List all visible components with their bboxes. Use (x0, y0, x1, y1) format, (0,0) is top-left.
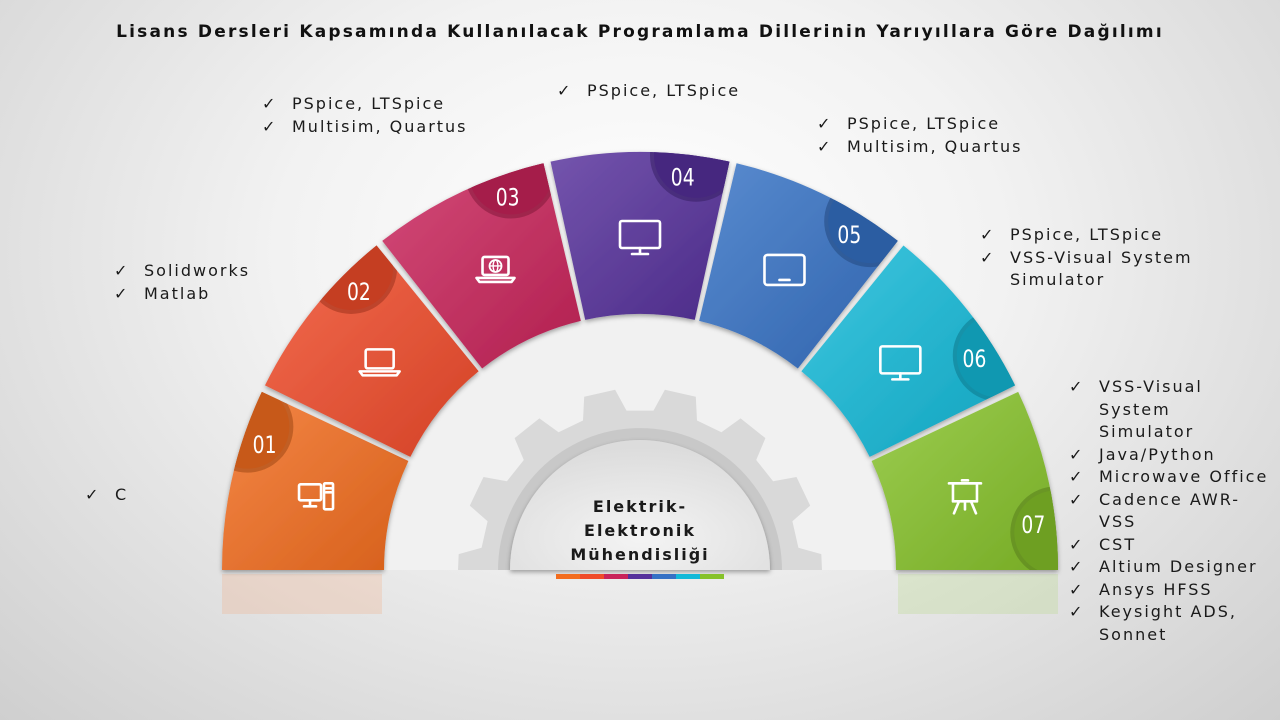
segment-badge-03 (464, 163, 557, 219)
tablet-icon (763, 253, 806, 287)
center-label-line: Mühendisliği (570, 545, 710, 564)
segment-number: 01 (253, 432, 277, 460)
underline-bar-part (700, 574, 724, 579)
underline-bar-part (676, 574, 700, 579)
list-item: Cadence AWR-VSS (1069, 489, 1269, 534)
list-semester-7: VSS-Visual System Simulator Java/Python … (1069, 376, 1269, 646)
segment-number: 03 (496, 185, 520, 213)
segment-number: 06 (963, 346, 987, 374)
underline-bar-part (652, 574, 676, 579)
segment-badge-06 (952, 309, 1016, 402)
list-item: PSpice, LTSpice (262, 93, 522, 116)
center-label-line: Elektronik (584, 521, 696, 540)
monitor-icon (879, 345, 922, 381)
list-item: Altium Designer (1069, 556, 1269, 579)
underline-bar-part (604, 574, 628, 579)
list-item: Multisim, Quartus (817, 136, 1077, 159)
list-semester-2: Solidworks Matlab (114, 260, 314, 305)
segment-badge-01 (222, 391, 294, 473)
underline-bar-part (580, 574, 604, 579)
segment-number: 04 (671, 164, 695, 192)
reflection-left (222, 574, 382, 614)
list-item: Ansys HFSS (1069, 579, 1269, 602)
list-item: VSS-Visual System Simulator (980, 247, 1230, 292)
segment-number: 02 (347, 279, 371, 307)
desktop-computer-icon (297, 482, 335, 511)
list-item: Java/Python (1069, 444, 1269, 467)
laptop-globe-icon (475, 255, 516, 284)
segment-02 (264, 245, 479, 457)
laptop-icon (358, 348, 401, 377)
center-label-line: Elektrik- (592, 497, 688, 516)
list-semester-1: C (85, 484, 205, 507)
list-item: Multisim, Quartus (262, 116, 522, 139)
center-label: Elektrik- Elektronik Mühendisliği (530, 495, 750, 567)
underline-bar-part (556, 574, 580, 579)
list-semester-4: PSpice, LTSpice (557, 80, 787, 103)
list-item: Keysight ADS, Sonnet (1069, 601, 1269, 646)
list-item: Solidworks (114, 260, 314, 283)
hub (510, 440, 770, 570)
underline-bar-part (628, 574, 652, 579)
list-item: Microwave Office (1069, 466, 1269, 489)
list-item: CST (1069, 534, 1269, 557)
segment-badge-07 (1010, 486, 1058, 570)
list-item: C (85, 484, 205, 507)
list-item: VSS-Visual System Simulator (1069, 376, 1269, 444)
list-item: PSpice, LTSpice (557, 80, 787, 103)
list-semester-6: PSpice, LTSpice VSS-Visual System Simula… (980, 224, 1230, 292)
segment-number: 05 (837, 222, 861, 250)
list-item: Matlab (114, 283, 314, 306)
list-item: PSpice, LTSpice (817, 113, 1077, 136)
list-item: PSpice, LTSpice (980, 224, 1230, 247)
list-semester-3: PSpice, LTSpice Multisim, Quartus (262, 93, 522, 138)
segment-badge-04 (650, 152, 730, 202)
segment-06 (801, 245, 1016, 457)
reflection-right (898, 574, 1058, 614)
list-semester-5: PSpice, LTSpice Multisim, Quartus (817, 113, 1077, 158)
presentation-board-icon (947, 479, 983, 515)
segment-number: 07 (1021, 512, 1045, 540)
monitor-icon (618, 219, 662, 256)
page-title: Lisans Dersleri Kapsamında Kullanılacak … (116, 22, 1164, 42)
